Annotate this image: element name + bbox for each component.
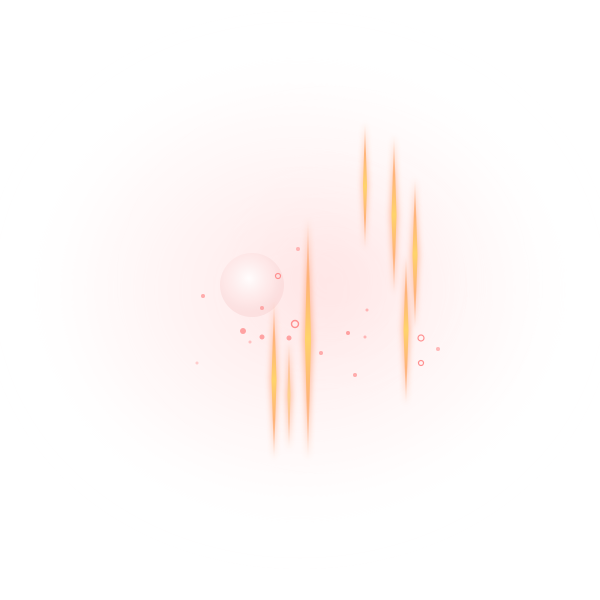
sparkle <box>296 247 300 251</box>
sparkle <box>417 359 425 367</box>
sparkle <box>195 361 199 365</box>
sparkle <box>274 272 282 280</box>
sparkle <box>260 306 264 310</box>
sparkle <box>319 351 323 355</box>
sparkle <box>353 373 357 377</box>
sparkle <box>417 334 425 342</box>
inner-haze <box>160 130 500 430</box>
streak-1 <box>363 122 367 250</box>
sparkle <box>259 334 265 340</box>
sparkle <box>240 328 246 334</box>
sparkle <box>286 335 292 341</box>
sparkle <box>346 331 350 335</box>
sparkle <box>201 294 205 298</box>
sparkle <box>436 347 440 351</box>
streak-5 <box>305 218 311 460</box>
faint-orb <box>220 253 284 317</box>
sparkle <box>365 308 369 312</box>
streak-3 <box>412 178 418 330</box>
streak-core-group <box>271 122 418 460</box>
sparkle <box>363 335 367 339</box>
streak-7 <box>287 340 291 450</box>
sparkle-group <box>195 247 440 377</box>
sparkle <box>290 319 300 329</box>
streak-6 <box>271 300 277 460</box>
sparkle <box>248 340 252 344</box>
streak-4 <box>403 255 409 405</box>
streak-2 <box>391 135 397 295</box>
